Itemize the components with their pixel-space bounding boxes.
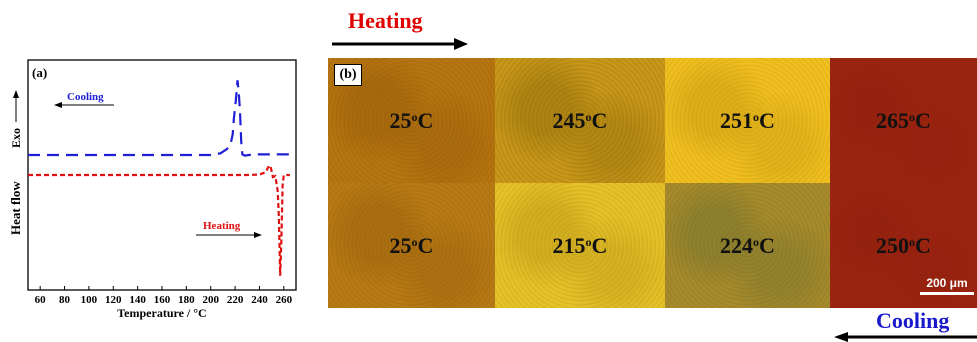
x-tick-label: 120: [105, 294, 122, 306]
series-heating: [28, 163, 290, 276]
micrograph-tile: 251oC: [665, 58, 830, 183]
cooling-legend-label: Cooling: [67, 91, 104, 103]
heating-title: Heating: [348, 8, 423, 33]
x-tick-label: 240: [251, 294, 268, 306]
heating-legend-label: Heating: [203, 220, 241, 232]
x-tick-label: 100: [81, 294, 98, 306]
panel-a-label: (a): [32, 65, 47, 80]
scale-bar-label: 200 μm: [926, 276, 968, 290]
temperature-label: 224oC: [720, 232, 775, 258]
scale-bar: 200 μm: [920, 276, 974, 295]
micrograph-tile: 25oC: [328, 183, 495, 308]
x-tick-label: 140: [129, 294, 146, 306]
dsc-chart: 60 80 100 120 140 160 180 200 220 240 260 Temperatu…: [8, 59, 297, 320]
heating-arrow-icon: [332, 38, 468, 50]
micrograph-tile: 245oC: [495, 58, 665, 183]
scale-bar-line: [920, 292, 974, 295]
x-tick-label: 260: [276, 294, 293, 306]
x-tick-label: 160: [154, 294, 171, 306]
micrograph-tile: 265oC: [830, 58, 977, 183]
temperature-label: 265oC: [876, 107, 931, 133]
panel-b-label: (b): [334, 64, 362, 86]
temperature-label: 215oC: [552, 232, 608, 258]
cooling-arrow-icon: [834, 332, 977, 342]
x-tick-label: 60: [35, 294, 47, 306]
x-axis-label: Temperature / °C: [117, 306, 206, 320]
micrograph-tile: 215oC: [495, 183, 665, 308]
temperature-label: 251oC: [720, 107, 775, 133]
series-cooling: [28, 80, 290, 157]
cooling-legend-arrowhead-icon: [54, 102, 62, 108]
temperature-label: 25oC: [389, 107, 434, 133]
y-axis-label: Heat flow: [8, 181, 23, 235]
heating-legend-arrowhead-icon: [254, 232, 262, 238]
x-tick-label: 80: [59, 294, 71, 306]
x-tick-label: 200: [202, 294, 219, 306]
temperature-label: 25oC: [389, 232, 434, 258]
cooling-title: Cooling: [876, 308, 950, 333]
temperature-label: 250oC: [876, 232, 931, 258]
x-tick-label: 220: [227, 294, 244, 306]
exo-arrowhead-icon: [13, 90, 19, 98]
exo-label: Exo: [9, 128, 23, 148]
temperature-label: 245oC: [552, 107, 608, 133]
micrograph-tile: 250oC: [830, 183, 977, 308]
x-tick-label: 180: [178, 294, 195, 306]
micrograph-tile: 224oC: [665, 183, 830, 308]
